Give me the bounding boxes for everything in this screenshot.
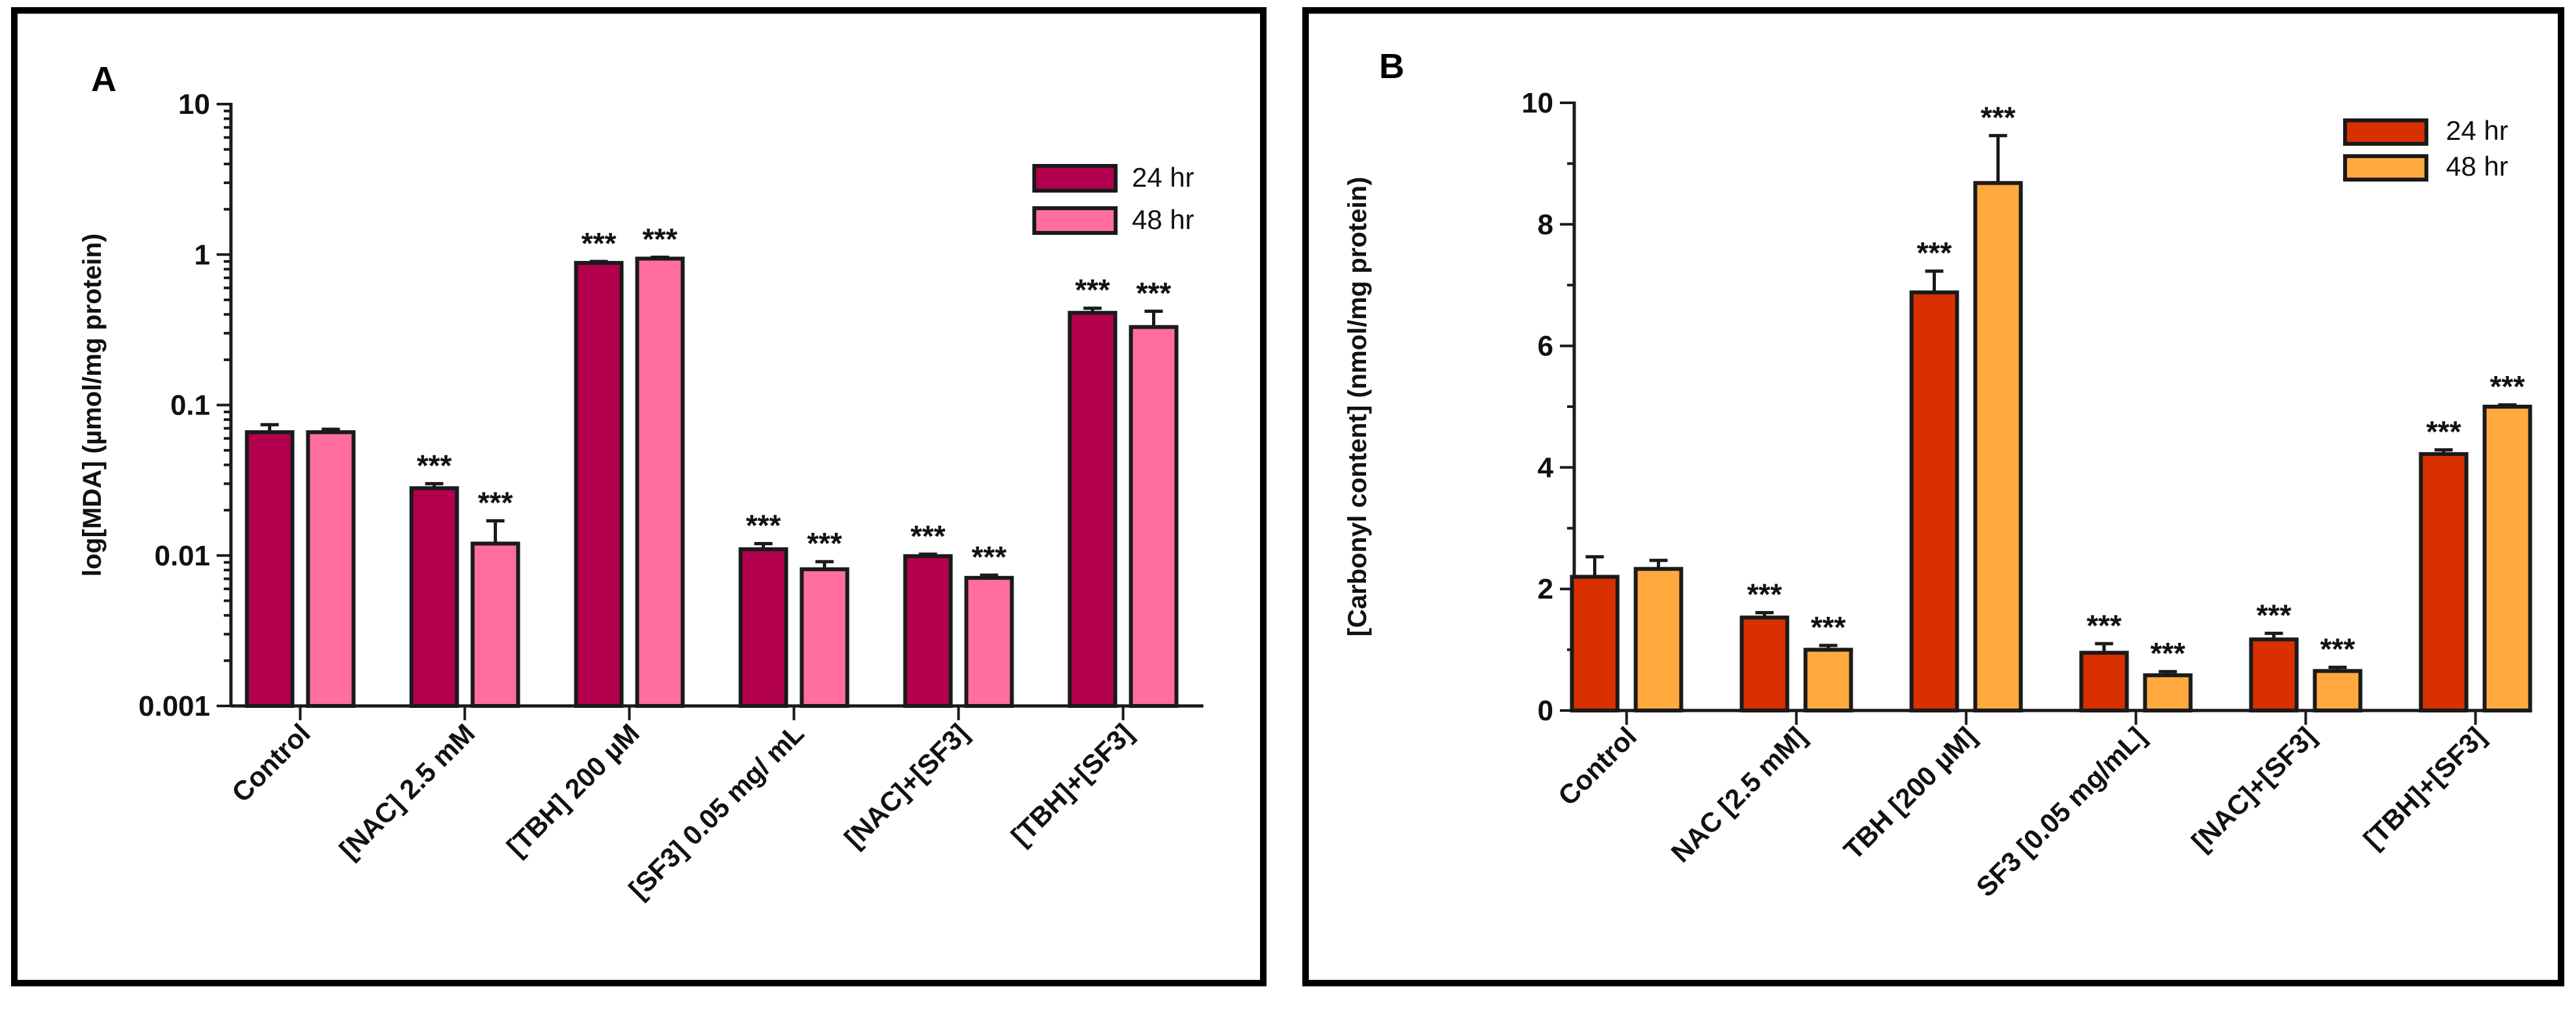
y-tick-label: 10	[1522, 87, 1553, 119]
bar-24hr	[2079, 651, 2129, 713]
y-tick-label: 2	[1538, 573, 1553, 605]
significance-label: ***	[1075, 273, 1110, 307]
bar-24hr	[1909, 290, 1959, 712]
panel-b-letter: B	[1379, 47, 1404, 86]
significance-label: ***	[2320, 632, 2355, 666]
bar-24hr	[903, 554, 953, 708]
legend-swatch	[2343, 118, 2428, 146]
panel-a-letter: A	[91, 60, 116, 99]
legend-label: 48 hr	[1132, 204, 1194, 235]
significance-label: ***	[1917, 236, 1952, 270]
significance-label: ***	[972, 540, 1007, 574]
bar-24hr	[738, 547, 788, 708]
bar-48hr	[1973, 181, 2023, 712]
legend-swatch	[1032, 164, 1118, 193]
significance-label: ***	[1136, 276, 1172, 310]
bar-48hr	[964, 576, 1014, 708]
bar-48hr	[470, 541, 520, 708]
significance-label: ***	[807, 526, 842, 560]
significance-label: ***	[1747, 578, 1782, 612]
significance-label: ***	[2087, 608, 2122, 642]
y-tick-label: 4	[1538, 452, 1554, 483]
significance-label: ***	[2257, 598, 2292, 632]
significance-label: ***	[1811, 610, 1846, 644]
bar-24hr	[2419, 452, 2469, 712]
bar-24hr	[409, 486, 459, 709]
legend-label: 24 hr	[1132, 162, 1194, 193]
significance-label: ***	[643, 222, 678, 256]
bar-48hr	[1129, 325, 1179, 709]
y-tick-label: 10	[178, 88, 210, 120]
legend-swatch	[2343, 154, 2428, 182]
y-tick-label: 1	[195, 239, 210, 271]
y-tick-label: 0.001	[139, 690, 210, 722]
y-tick-label: 0.1	[170, 390, 210, 422]
significance-label: ***	[911, 519, 946, 553]
bar-48hr	[1803, 647, 1853, 712]
significance-label: ***	[478, 485, 513, 519]
bar-24hr	[245, 430, 295, 708]
bar-48hr	[2143, 673, 2193, 713]
bar-48hr	[306, 430, 356, 708]
bar-24hr	[2249, 637, 2299, 712]
y-tick-label: 8	[1538, 209, 1553, 241]
significance-label: ***	[746, 508, 781, 542]
y-tick-label: 0.01	[154, 540, 210, 572]
y-tick-label: 6	[1538, 331, 1553, 362]
panel-a: A 0.001 0.01 0.1 1 10 log[MDA] (µmol/mg prote…	[11, 7, 1267, 986]
bar-48hr	[799, 567, 850, 708]
bar-24hr	[1067, 310, 1118, 708]
bar-48hr	[1633, 567, 1684, 712]
y-axis-title: log[MDA] (µmol/mg protein)	[78, 234, 107, 576]
bar-24hr	[574, 261, 624, 708]
bar-24hr	[1739, 616, 1790, 713]
y-axis-title: [Carbonyl content] (nmol/mg protein)	[1343, 177, 1372, 637]
legend-label: 24 hr	[2446, 115, 2508, 146]
significance-label: ***	[582, 226, 617, 260]
bar-48hr	[2482, 405, 2532, 712]
legend-swatch	[1032, 206, 1118, 235]
significance-label: ***	[1981, 100, 2016, 134]
bar-48hr	[2313, 669, 2363, 713]
legend-label: 48 hr	[2446, 151, 2508, 182]
panel-b: B 0 2 4 6 8 10 [Carbonyl content] (nmol/mg pro…	[1302, 7, 2564, 986]
significance-label: ***	[417, 448, 452, 482]
bar-48hr	[635, 256, 685, 708]
y-tick-label: 0	[1538, 695, 1553, 727]
significance-label: ***	[2490, 370, 2525, 403]
bar-24hr	[1570, 575, 1620, 713]
significance-label: ***	[2426, 414, 2462, 448]
significance-label: ***	[2151, 636, 2186, 670]
